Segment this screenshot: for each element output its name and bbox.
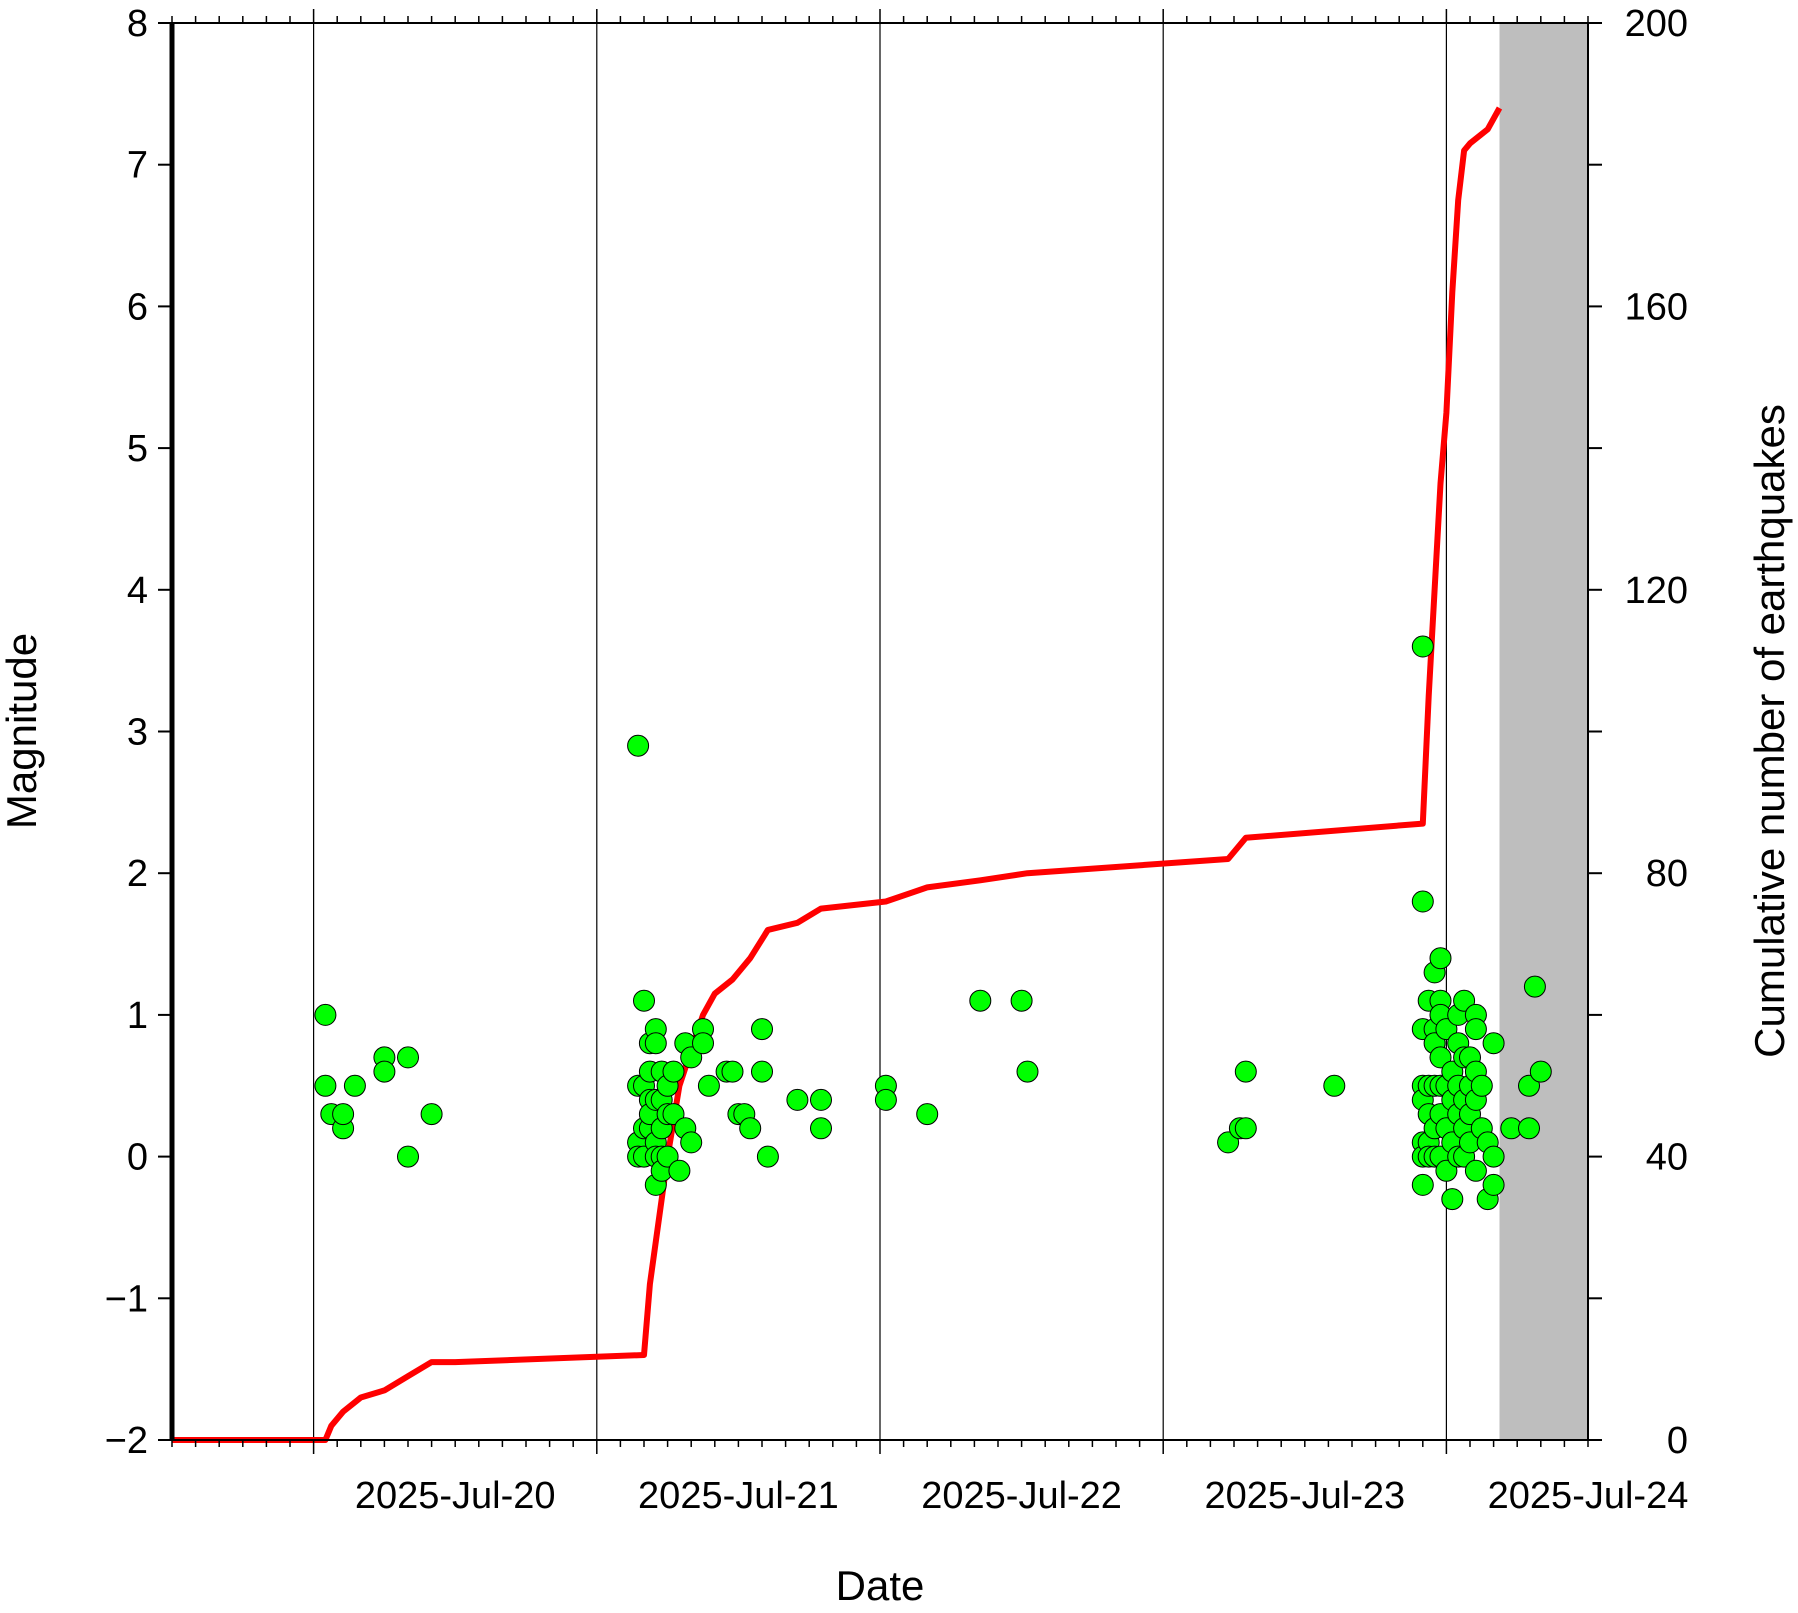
earthquake-point [1482,1145,1505,1168]
earthquake-point [420,1103,443,1126]
earthquake-point [697,1074,720,1097]
y-axis-title: Magnitude [0,633,45,829]
y-tick-label: 8 [127,3,148,45]
y2-tick-label: 80 [1646,853,1688,895]
earthquake-point [1010,989,1033,1012]
earthquake-point [756,1145,779,1168]
y-tick-label: −1 [105,1278,148,1320]
y2-tick-label: 40 [1646,1137,1688,1179]
earthquake-point [1529,1060,1552,1083]
earthquake-point [662,1060,685,1083]
earthquake-point [969,989,992,1012]
earthquake-point [1464,1018,1487,1041]
earthquake-point [314,1074,337,1097]
y-tick-label: 2 [127,853,148,895]
earthquake-point [1518,1117,1540,1140]
x-tick-label: 2025-Jul-20 [355,1475,556,1517]
earthquake-point [314,1003,337,1026]
x-tick-label: 2025-Jul-24 [1488,1475,1689,1517]
earthquake-point [1411,890,1434,913]
y-tick-label: 7 [127,145,148,187]
earthquake-point [1411,635,1434,658]
earthquake-point [644,1032,667,1055]
earthquake-point [810,1088,832,1111]
earthquake-point [1453,989,1476,1012]
earthquake-point [739,1117,762,1140]
background-layer [1499,23,1588,1440]
earthquake-point [874,1088,897,1111]
earthquake-point [751,1060,773,1083]
y2-axis-title: Cumulative number of earthquakes [1746,404,1793,1058]
y-tick-label: 1 [127,995,148,1037]
y-tick-label: 5 [127,428,148,470]
y-tick-label: 3 [127,712,148,754]
earthquake-point [332,1103,355,1126]
earthquake-point [343,1074,366,1097]
y2-tick-label: 0 [1667,1420,1688,1462]
axes [158,9,1602,1454]
x-tick-label: 2025-Jul-23 [1204,1475,1405,1517]
earthquake-point [1523,975,1546,998]
earthquake-point [1482,1032,1505,1055]
earthquake-point [1234,1060,1257,1083]
gridlines [313,23,1448,1440]
cumulative-count-line [172,106,1503,1443]
x-tick-label: 2025-Jul-22 [921,1475,1122,1517]
earthquake-point [1518,1074,1540,1097]
earthquake-point [680,1046,703,1069]
earthquake-point [633,989,655,1012]
earthquake-point [1435,1159,1458,1182]
earthquake-point [916,1103,939,1126]
scatter-points [314,635,1552,1211]
y-tick-label: 6 [127,286,148,328]
earthquake-point [810,1117,832,1140]
y2-tick-label: 160 [1625,286,1688,328]
earthquake-point [656,1145,679,1168]
y-tick-label: −2 [105,1420,148,1462]
earthquake-point [1411,1173,1434,1196]
earthquake-point [1217,1131,1240,1154]
x-axis-title: Date [836,1562,925,1609]
y2-tick-label: 200 [1625,3,1688,45]
earthquake-point [1482,1173,1505,1196]
earthquake-point [692,1032,714,1055]
earthquake-point [1470,1074,1493,1097]
shaded-future-region [1499,23,1588,1440]
x-tick-label: 2025-Jul-21 [638,1475,839,1517]
earthquake-point [680,1131,703,1154]
earthquake-point [751,1018,773,1041]
earthquake-point [786,1088,809,1111]
cumulative-line-layer [172,106,1503,1443]
earthquake-point [627,734,650,757]
earthquake-point [1441,1188,1464,1211]
earthquake-point [1464,1159,1487,1182]
earthquake-point [397,1145,419,1168]
earthquake-point [668,1159,691,1182]
y2-tick-label: 120 [1625,570,1688,612]
earthquake-point [373,1060,396,1083]
y-tick-label: 0 [127,1137,148,1179]
earthquake-point [662,1103,685,1126]
earthquake-point [1234,1117,1257,1140]
earthquake-point [1016,1060,1039,1083]
earthquake-point [1323,1074,1346,1097]
earthquake-point [1435,1018,1458,1041]
y-tick-label: 4 [127,570,148,612]
earthquake-point [1429,947,1452,970]
earthquake-point [397,1046,419,1069]
earthquake-point [721,1060,744,1083]
earthquake-point [1429,1046,1452,1069]
